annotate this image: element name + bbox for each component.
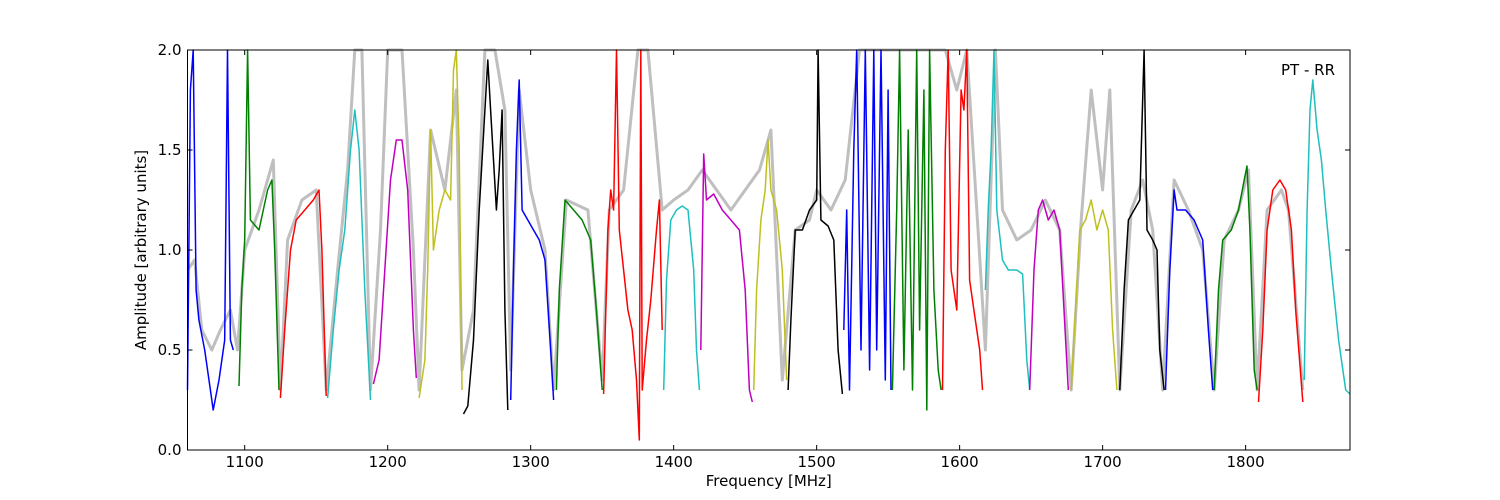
- band-series-line-5: [372, 139, 418, 385]
- x-tick-label: 1800: [1227, 453, 1265, 471]
- y-tick-label: 0.0: [158, 441, 182, 459]
- band-series-line-22: [1164, 189, 1214, 391]
- x-tick-label: 1600: [941, 453, 979, 471]
- band-series-line-25: [1303, 79, 1351, 395]
- background-trace-layer: [186, 48, 1305, 392]
- y-tick-label: 1.0: [158, 241, 182, 259]
- band-series-line-19: [1028, 199, 1070, 391]
- series-layer: [186, 49, 1351, 441]
- y-axis-label: Amplitude [arbitrary units]: [132, 150, 150, 350]
- x-axis-ticks: 1100 1200 1300 1400 1500 1600 1700 1800: [226, 50, 1265, 471]
- plot-frame: [187, 49, 1351, 451]
- band-series-line-6: [418, 49, 463, 399]
- band-series-line-24: [1257, 179, 1304, 403]
- band-series-line-3: [279, 189, 327, 399]
- x-tick-label: 1500: [798, 453, 836, 471]
- x-tick-label: 1100: [226, 453, 264, 471]
- y-tick-label: 1.5: [158, 141, 182, 159]
- band-series-line-16: [891, 49, 942, 411]
- band-series-line-20: [1070, 199, 1118, 391]
- y-tick-label: 0.5: [158, 341, 182, 359]
- x-tick-label: 1200: [369, 453, 407, 471]
- y-axis-ticks: 0.0 0.5 1.0 1.5 2.0: [158, 41, 1350, 459]
- band-series-line-17: [941, 49, 984, 391]
- y-tick-label: 2.0: [158, 41, 182, 59]
- band-series-line-21: [1119, 49, 1165, 391]
- band-series-line-7: [462, 59, 509, 415]
- band-series-line-4: [326, 109, 372, 401]
- band-series-line-1: [186, 49, 235, 411]
- band-series-line-9: [555, 199, 603, 391]
- x-tick-label: 1300: [512, 453, 550, 471]
- band-series-line-12: [700, 153, 754, 403]
- x-tick-label: 1400: [655, 453, 693, 471]
- band-series-line-8: [509, 79, 555, 401]
- band-series-line-13: [752, 139, 788, 391]
- band-series-line-2: [238, 49, 280, 391]
- band-series-line-11: [662, 205, 701, 391]
- background-trace-line: [186, 48, 1305, 392]
- band-series-line-14: [787, 49, 844, 395]
- band-series-line-15: [843, 49, 892, 391]
- x-tick-label: 1700: [1084, 453, 1122, 471]
- band-series-line-18: [984, 49, 1031, 391]
- x-axis-label: Frequency [MHz]: [706, 472, 832, 490]
- band-series-line-10: [602, 49, 663, 441]
- band-series-line-23: [1213, 165, 1258, 391]
- chart-annotation: PT - RR: [1281, 61, 1335, 79]
